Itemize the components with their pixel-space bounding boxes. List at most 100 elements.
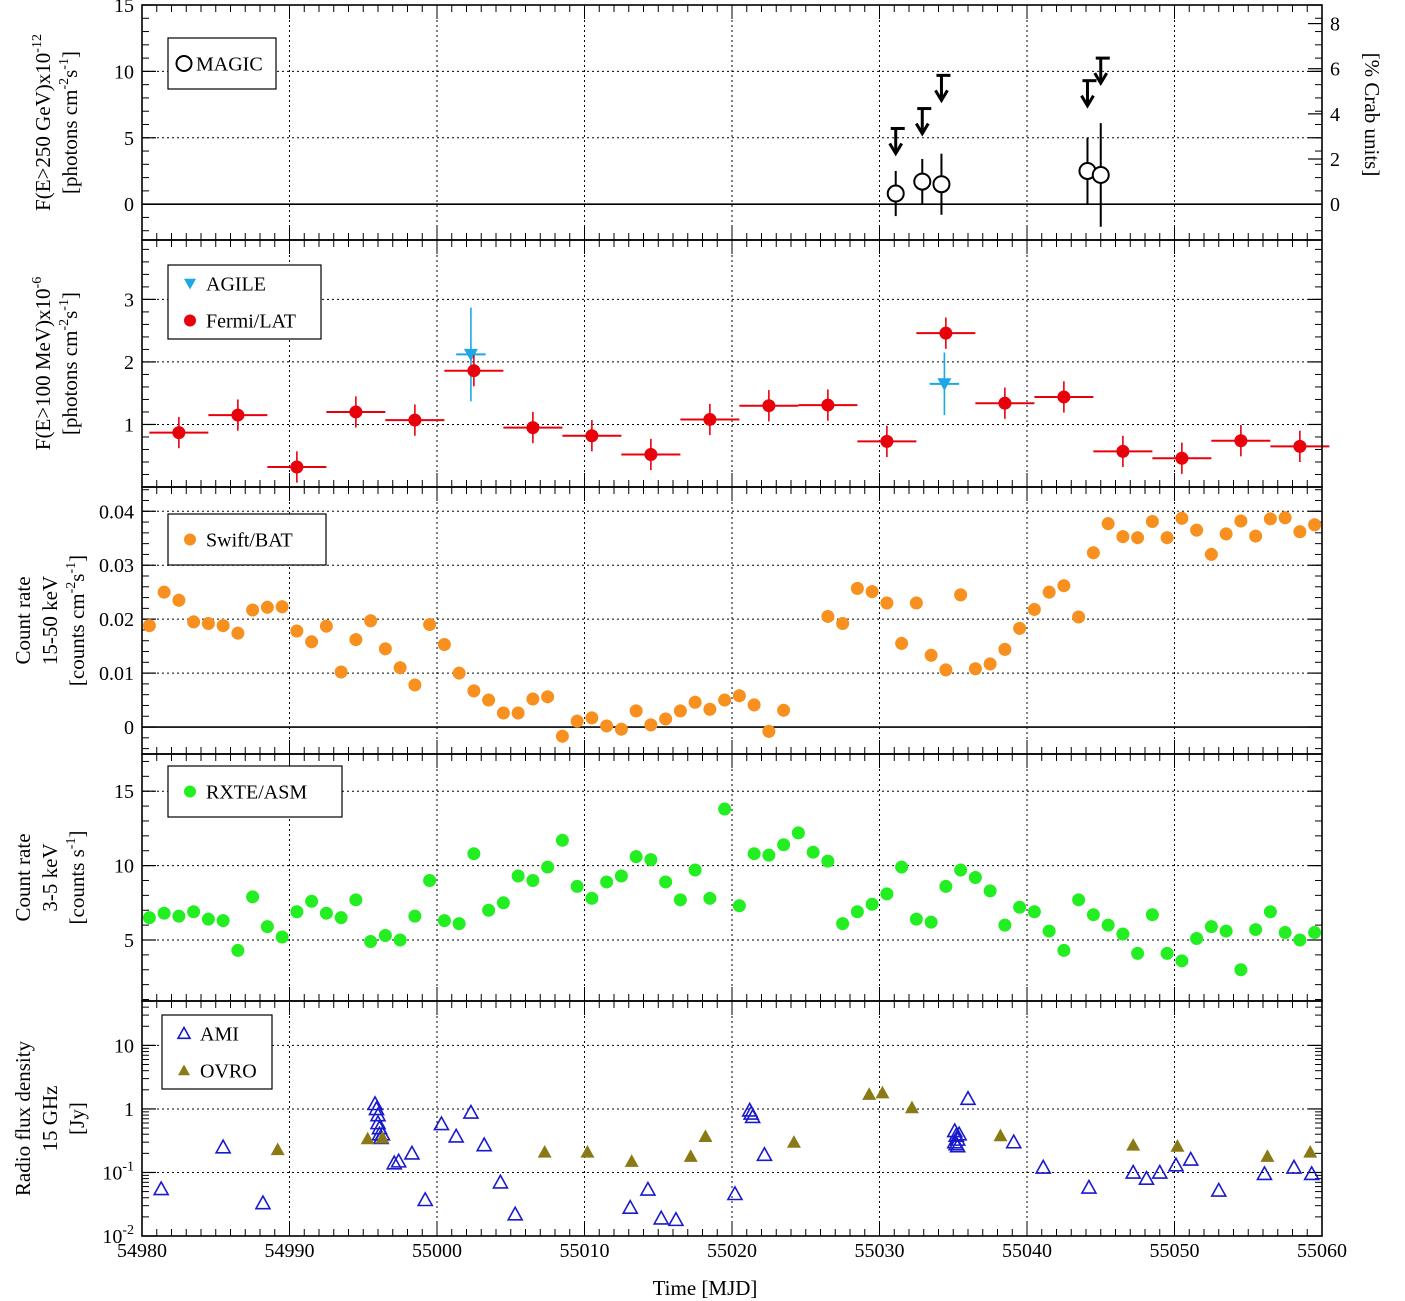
data-point xyxy=(698,1129,713,1142)
y-axis-label-line: [counts cm-2s-1] xyxy=(64,555,89,686)
data-point xyxy=(895,636,909,650)
data-point xyxy=(172,909,186,923)
data-point xyxy=(791,826,805,840)
y-tick-label: 0 xyxy=(124,194,134,216)
data-point xyxy=(467,684,481,698)
x-tick-label: 55060 xyxy=(1297,1240,1347,1262)
data-point xyxy=(1145,908,1159,922)
data-point xyxy=(142,911,156,925)
series-magic xyxy=(886,123,1110,227)
data-point xyxy=(688,695,702,709)
data-point xyxy=(511,706,525,720)
y-unit-exp: -1 xyxy=(57,58,72,70)
data-point xyxy=(270,1142,285,1156)
data-point xyxy=(850,905,864,919)
data-point xyxy=(644,447,658,461)
panel-magic: 0 5 10 15 0 2 4 6 8 [% Crab units] MAGIC F(E>250 Ge… xyxy=(30,0,1384,241)
y-axis-label-exponent: -6 xyxy=(30,277,45,289)
y-axis-label-line: Count rate xyxy=(11,833,35,921)
upper-limit-arrows xyxy=(888,56,1110,157)
data-point xyxy=(541,690,555,704)
right-axis-label: [% Crab units] xyxy=(1360,53,1384,177)
data-point xyxy=(865,897,879,911)
data-point xyxy=(1293,439,1307,453)
data-point xyxy=(865,585,879,599)
data-point xyxy=(526,873,540,887)
y-unit-exp: -2 xyxy=(57,319,72,331)
data-point xyxy=(526,421,540,435)
data-point xyxy=(703,412,717,426)
data-point xyxy=(1027,905,1041,919)
y-axis-label-exponent: -12 xyxy=(30,34,45,53)
data-point xyxy=(216,914,230,928)
data-point xyxy=(983,884,997,898)
y-axis-label-line: 15-50 keV xyxy=(38,576,62,665)
data-point xyxy=(880,887,894,901)
data-point xyxy=(821,398,835,412)
y-axis-label-line: [counts s-1] xyxy=(64,831,89,925)
data-point xyxy=(1303,1144,1318,1158)
data-point xyxy=(1303,1165,1321,1181)
data-point xyxy=(1013,621,1027,635)
data-point xyxy=(644,718,658,732)
x-tick-label: 54980 xyxy=(117,1240,167,1262)
legend-box xyxy=(167,264,322,340)
data-point xyxy=(786,1135,801,1148)
y-tick-label: 10 xyxy=(114,1035,134,1057)
data-point xyxy=(1170,1139,1185,1152)
data-point xyxy=(954,588,968,602)
data-point xyxy=(1234,434,1248,448)
y-unit-text: ] xyxy=(65,555,89,562)
data-point xyxy=(1124,1163,1142,1179)
data-point xyxy=(954,863,968,877)
y-unit-exp: -1 xyxy=(64,838,79,850)
data-point xyxy=(762,399,776,413)
data-point xyxy=(334,665,348,679)
data-point xyxy=(1005,1133,1023,1149)
data-point xyxy=(747,847,761,861)
data-point xyxy=(187,905,201,919)
data-point xyxy=(305,635,319,649)
data-point xyxy=(275,600,289,614)
data-point xyxy=(452,666,466,680)
legend-marker xyxy=(175,55,193,72)
legend-box xyxy=(161,1014,273,1090)
data-point xyxy=(1116,444,1130,458)
data-point xyxy=(1256,1165,1273,1181)
data-point xyxy=(1204,547,1218,561)
data-point xyxy=(1167,1156,1185,1172)
legend-label: Swift/BAT xyxy=(206,530,293,552)
y-axis-label-line: Radio flux density xyxy=(11,1040,35,1196)
data-point xyxy=(408,413,422,427)
upper-limit-arrowhead xyxy=(888,142,904,157)
right-axis-tick-label: 4 xyxy=(1330,104,1340,126)
y-axis-label-line: [photons cm-2s-1] xyxy=(57,51,82,194)
y-tick-label: 10 xyxy=(114,61,134,83)
data-point xyxy=(541,860,555,874)
data-point xyxy=(1234,514,1248,528)
data-point xyxy=(172,593,186,607)
data-point xyxy=(366,1095,384,1111)
data-point xyxy=(1293,933,1307,947)
data-point xyxy=(1080,1178,1098,1194)
data-point xyxy=(260,920,274,934)
y-axis-label-line: [photons cm-2s-1] xyxy=(57,292,82,435)
data-point xyxy=(1101,918,1115,932)
y-unit-text: s xyxy=(58,311,82,319)
y-tick-exponent: -2 xyxy=(122,1223,134,1238)
data-point xyxy=(433,1115,450,1131)
y-unit-text: ] xyxy=(58,51,82,58)
data-point xyxy=(231,626,245,640)
data-point xyxy=(624,1154,639,1167)
data-point xyxy=(482,903,496,917)
data-point xyxy=(1308,926,1322,940)
data-point xyxy=(968,871,982,884)
data-point xyxy=(290,624,304,638)
data-point xyxy=(939,879,953,893)
data-point xyxy=(555,729,569,743)
data-point xyxy=(993,1128,1008,1142)
y-axis-label-line: F(E>100 MeV)x10-6 xyxy=(30,277,55,450)
data-point xyxy=(850,581,864,595)
right-axis-tick-label: 0 xyxy=(1330,194,1340,216)
right-axis-tick-label: 2 xyxy=(1330,149,1340,171)
